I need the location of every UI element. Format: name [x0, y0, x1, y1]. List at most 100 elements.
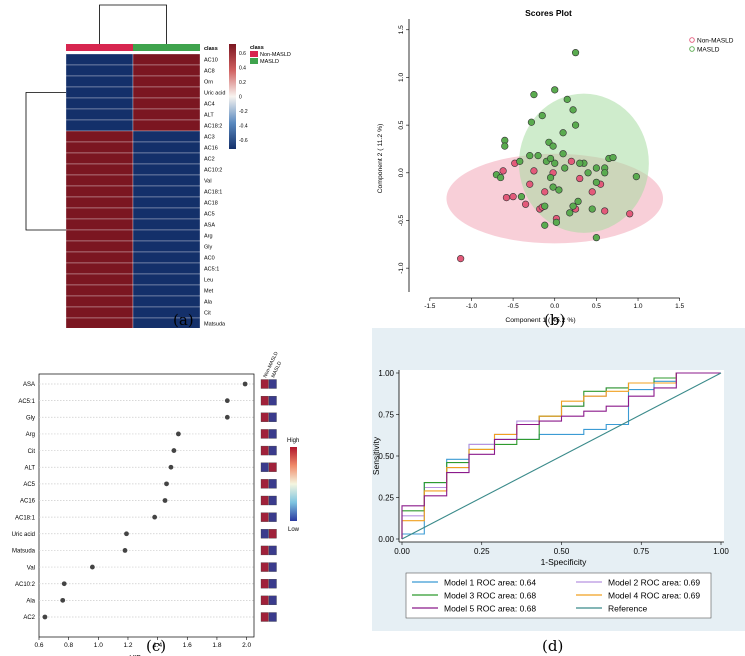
roc-x-tick-label: 0.25	[474, 547, 490, 556]
scores-point	[530, 91, 538, 99]
roc-y-tick-label: 0.75	[378, 411, 394, 420]
heatmap-legend-title: class	[250, 45, 264, 51]
heatmap-cell	[132, 119, 201, 132]
row-label: AC8	[204, 69, 215, 75]
row-label: AC16	[204, 146, 218, 152]
roc-y-tick-label: 0.00	[378, 535, 394, 544]
class-bar-nonmasld	[66, 44, 133, 51]
scores-point	[541, 202, 549, 210]
vip-panel: ASA AC5:1 Gly Arg Cit ALT AC5 AC16 AC18:1 Uric ac…	[0, 328, 372, 656]
vip-group-cell	[268, 479, 277, 489]
heatmap-cell	[65, 86, 134, 99]
vip-category-label: AC5:1	[18, 399, 35, 405]
roc-x-tick-label: 0.50	[554, 547, 570, 556]
scores-point	[601, 207, 609, 215]
row-label: AC4	[204, 102, 215, 108]
row-dendrogram	[25, 92, 66, 231]
row-label: Cit	[204, 311, 211, 317]
scores-point	[549, 183, 557, 191]
scores-point	[571, 121, 580, 129]
row-label: Val	[204, 179, 212, 185]
y-axis-label: Component 2 ( 11.2 %)	[377, 124, 384, 194]
scores-point	[551, 159, 559, 167]
scores-point	[559, 129, 567, 137]
heatmap-cell	[132, 262, 201, 275]
vip-category-label: ALT	[24, 465, 35, 471]
colorbar-tick: -0.6	[239, 138, 248, 144]
scores-point	[626, 210, 634, 218]
heatmap-cell	[65, 97, 134, 110]
heatmap-cell	[132, 130, 201, 143]
scores-point	[574, 197, 582, 206]
vip-group-cell	[268, 495, 277, 506]
x-tick-label: 1.0	[634, 303, 643, 310]
heatmap-cell	[65, 284, 134, 297]
scores-point	[497, 173, 505, 182]
roc-x-tick-label: 1.00	[713, 547, 729, 556]
y-tick-label: 1.0	[398, 73, 405, 82]
vip-group-cell	[260, 379, 269, 389]
vip-point	[61, 581, 67, 587]
scores-point	[571, 49, 580, 57]
heatmap-cell	[65, 273, 134, 286]
heatmap-cell	[132, 174, 201, 187]
colorbar-tick: -0.2	[239, 109, 248, 115]
vip-group-cell	[260, 462, 269, 472]
heatmap-cell	[65, 119, 134, 132]
roc-y-tick-label: 1.00	[378, 369, 394, 378]
vip-group-cell	[268, 529, 277, 539]
colorbar-tick: 0.4	[239, 66, 246, 72]
x-tick-label: 0.5	[592, 303, 601, 310]
row-label: Leu	[204, 278, 213, 284]
scores-point	[588, 188, 596, 196]
vip-point	[42, 614, 48, 620]
scores-point	[517, 193, 526, 201]
vip-category-label: Val	[27, 565, 35, 571]
scores-point	[555, 186, 563, 194]
colorbar-tick: 0	[239, 95, 242, 101]
scores-point	[588, 205, 596, 213]
roc-y-tick-label: 0.25	[378, 494, 394, 503]
colorbar-tick: -0.4	[239, 124, 248, 130]
scores-point	[546, 154, 555, 163]
vip-x-tick-label: 1.0	[94, 642, 103, 649]
scores-point	[546, 173, 555, 182]
row-label: Uric acid	[204, 91, 225, 97]
heatmap-cell	[132, 152, 201, 165]
vip-point	[122, 548, 128, 553]
scores-point	[569, 106, 577, 114]
scores-point	[569, 202, 577, 210]
scores-plot-chart: Scores Plot -1.5 -1.0 -0.5 0.0 0.5 1.0 1.5 -1.0 -…	[377, 8, 734, 324]
y-tick-label: -0.5	[398, 214, 405, 226]
heatmap-cell	[65, 174, 134, 187]
vip-category-label: ASA	[23, 382, 35, 388]
scores-point	[501, 142, 509, 150]
x-tick-label: -1.0	[466, 303, 478, 310]
vip-category-label: AC16	[20, 499, 36, 505]
vip-group-cell	[260, 595, 269, 606]
scores-point	[541, 188, 549, 196]
heatmap-cell	[65, 262, 134, 275]
heatmap-legend-label: Non-MASLD	[260, 52, 291, 58]
vip-group-cell	[268, 445, 277, 456]
vip-point	[124, 531, 129, 537]
vip-x-tick-label: 1.8	[212, 642, 221, 649]
colorbar-tick: 0.2	[239, 80, 246, 86]
scores-point	[601, 169, 609, 177]
scores-point	[561, 164, 569, 172]
vip-group-cell	[268, 412, 277, 422]
heatmap-cell	[65, 141, 134, 154]
heatmap-cell	[132, 64, 201, 77]
vip-chart: ASA AC5:1 Gly Arg Cit ALT AC5 AC16 AC18:1 Uric ac…	[12, 351, 300, 656]
row-label: AC18:2	[204, 124, 222, 130]
vip-point	[171, 448, 177, 453]
row-label: Orn	[204, 80, 213, 86]
x-tick-label: -0.5	[508, 303, 520, 310]
heatmap-colorbar	[229, 44, 236, 149]
heatmap-chart: class AC10 AC8 Orn Uric acid AC4 ALT AC18:2 AC3 A…	[25, 4, 291, 328]
vip-group-cell	[268, 379, 277, 389]
panel-label-c: (c)	[146, 637, 167, 655]
roc-legend-label: Model 1 ROC area: 0.64	[444, 578, 536, 588]
scores-point	[509, 193, 517, 201]
row-label: ALT	[204, 113, 214, 119]
